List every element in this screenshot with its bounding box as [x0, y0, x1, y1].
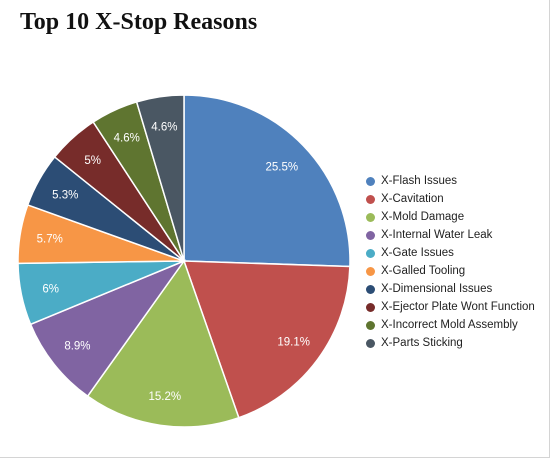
- slice-data-label: 5%: [84, 155, 101, 167]
- legend-label: X-Galled Tooling: [381, 265, 466, 277]
- legend-item: X-Galled Tooling: [366, 262, 535, 280]
- legend-label: X-Incorrect Mold Assembly: [381, 319, 518, 331]
- legend-item: X-Mold Damage: [366, 208, 535, 226]
- slice-data-label: 25.5%: [266, 161, 299, 173]
- legend-swatch: [366, 230, 375, 240]
- pie-slice: [86, 259, 240, 428]
- legend-item: X-Flash Issues: [366, 172, 535, 190]
- legend-swatch: [366, 248, 375, 258]
- legend-swatch: [366, 338, 375, 348]
- pie-slice: [29, 259, 187, 398]
- slice-data-label: 6%: [42, 283, 59, 295]
- pie-slice: [183, 94, 351, 268]
- slice-data-label: 5.7%: [37, 234, 63, 246]
- slice-data-label: 15.2%: [148, 391, 181, 403]
- legend-item: X-Dimensional Issues: [366, 280, 535, 298]
- slice-data-label: 4.6%: [114, 132, 140, 144]
- legend-swatch: [366, 284, 375, 294]
- legend-swatch: [366, 194, 375, 204]
- legend-swatch: [366, 212, 375, 222]
- legend-swatch: [366, 302, 375, 312]
- chart-title: Top 10 X-Stop Reasons: [20, 9, 258, 35]
- legend-label: X-Gate Issues: [381, 247, 454, 259]
- legend-label: X-Parts Sticking: [381, 337, 463, 349]
- legend-label: X-Mold Damage: [381, 211, 465, 223]
- legend-label: X-Internal Water Leak: [381, 229, 493, 241]
- legend-swatch: [366, 176, 375, 186]
- legend-swatch: [366, 320, 375, 330]
- legend-item: X-Incorrect Mold Assembly: [366, 316, 535, 334]
- legend-label: X-Dimensional Issues: [381, 283, 493, 295]
- legend-label: X-Cavitation: [381, 193, 444, 205]
- slice-data-label: 19.1%: [277, 337, 310, 349]
- legend-item: X-Ejector Plate Wont Function: [366, 298, 535, 316]
- legend-item: X-Internal Water Leak: [366, 226, 535, 244]
- chart-legend: X-Flash Issues X-Cavitation X-Mold Damage X…: [366, 172, 535, 352]
- legend-item: X-Cavitation: [366, 190, 535, 208]
- legend-item: X-Gate Issues: [366, 244, 535, 262]
- legend-swatch: [366, 266, 375, 276]
- slice-data-label: 8.9%: [64, 341, 90, 353]
- legend-item: X-Parts Sticking: [366, 334, 535, 352]
- slice-data-label: 5.3%: [52, 189, 78, 201]
- slice-data-label: 4.6%: [151, 121, 177, 133]
- legend-label: X-Flash Issues: [381, 175, 458, 187]
- pie-slice: [135, 94, 185, 262]
- legend-label: X-Ejector Plate Wont Function: [381, 301, 535, 313]
